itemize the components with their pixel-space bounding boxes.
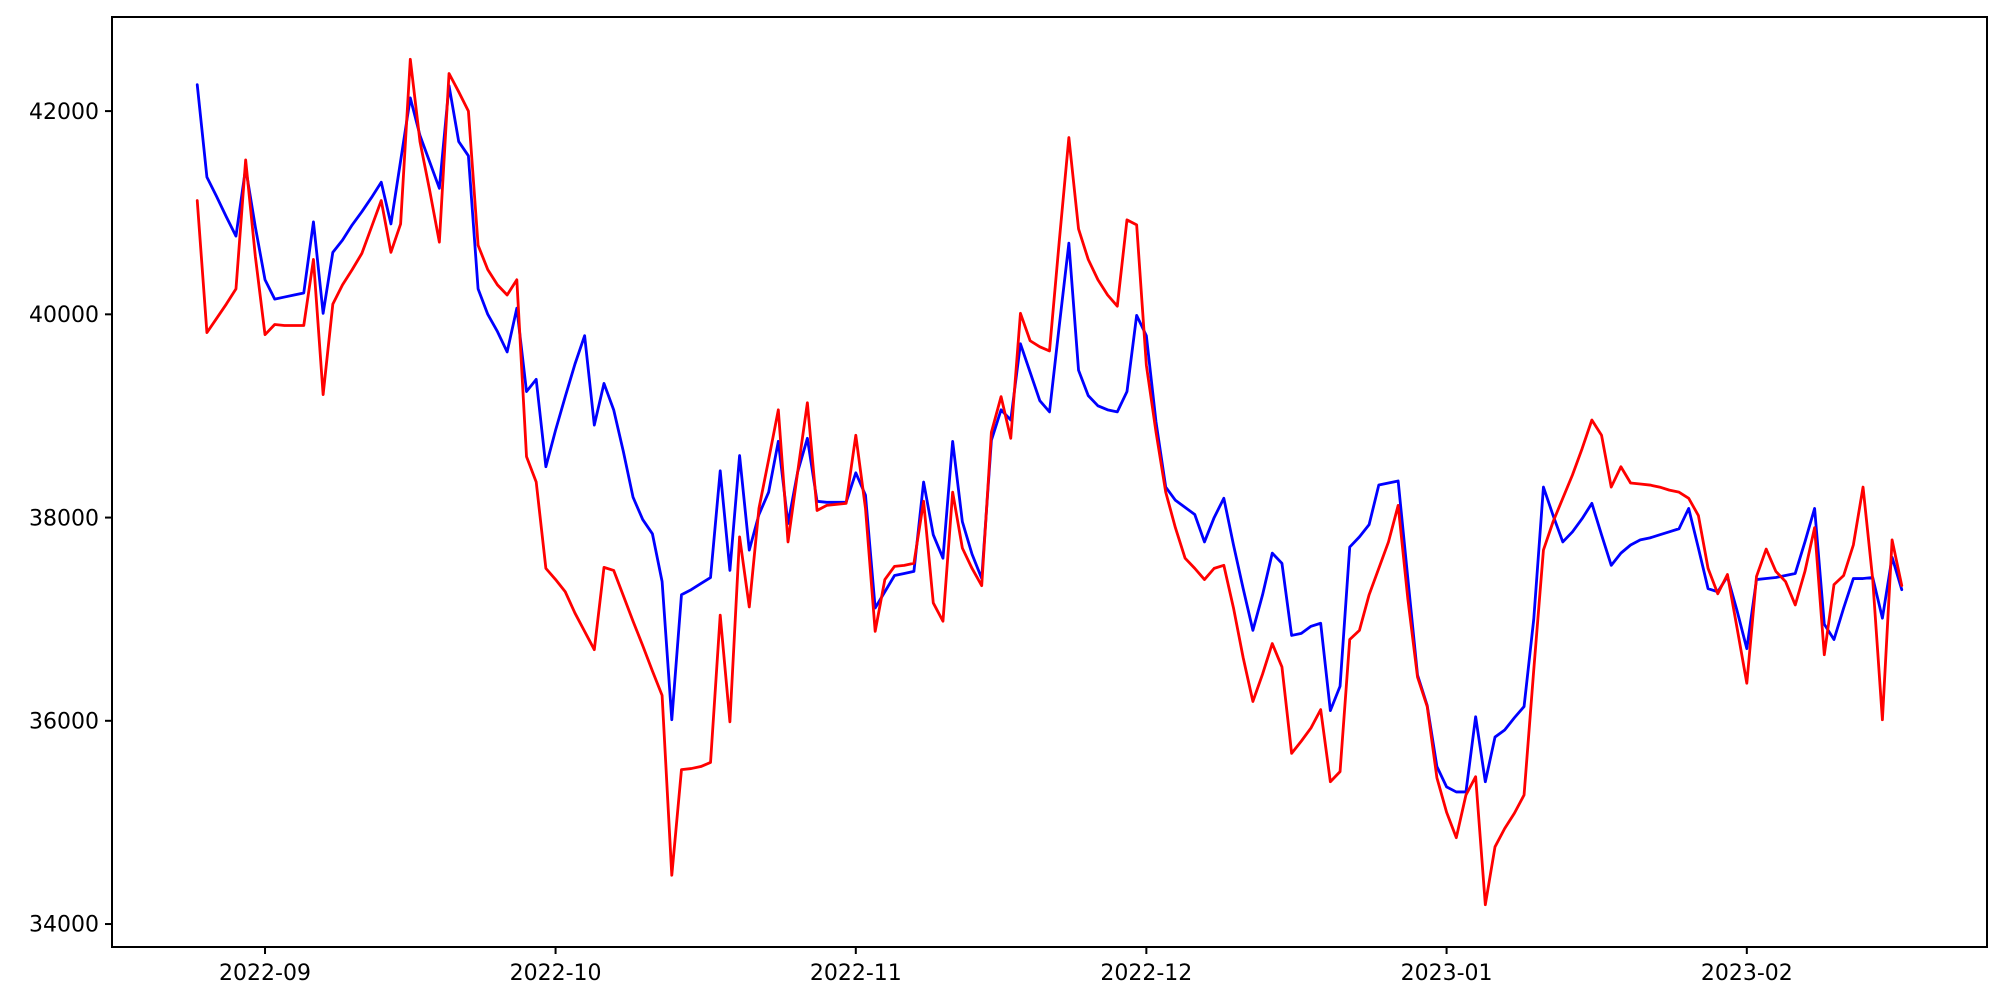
y-tick-label: 40000 (29, 303, 99, 328)
x-tick-label: 2023-01 (1401, 961, 1493, 986)
plot-border (111, 16, 1988, 948)
x-tick-label: 2022-09 (219, 961, 311, 986)
x-tick-label: 2022-12 (1100, 961, 1192, 986)
y-tick-label: 34000 (29, 913, 99, 938)
y-tick-label: 36000 (29, 710, 99, 735)
y-tick-label: 38000 (29, 506, 99, 531)
x-tick-label: 2022-11 (810, 961, 902, 986)
plot-area (111, 16, 1988, 948)
y-axis: 34000 36000 38000 40000 42000 (29, 100, 112, 938)
x-tick-label: 2022-10 (510, 961, 602, 986)
x-tick-label: 2023-02 (1701, 961, 1793, 986)
series-red-line (195, 57, 1904, 907)
y-tick-label: 42000 (29, 100, 99, 125)
series-blue-line (195, 83, 1904, 794)
x-axis: 2022-09 2022-10 2022-11 2022-12 2023-01 2023-… (219, 947, 1793, 986)
